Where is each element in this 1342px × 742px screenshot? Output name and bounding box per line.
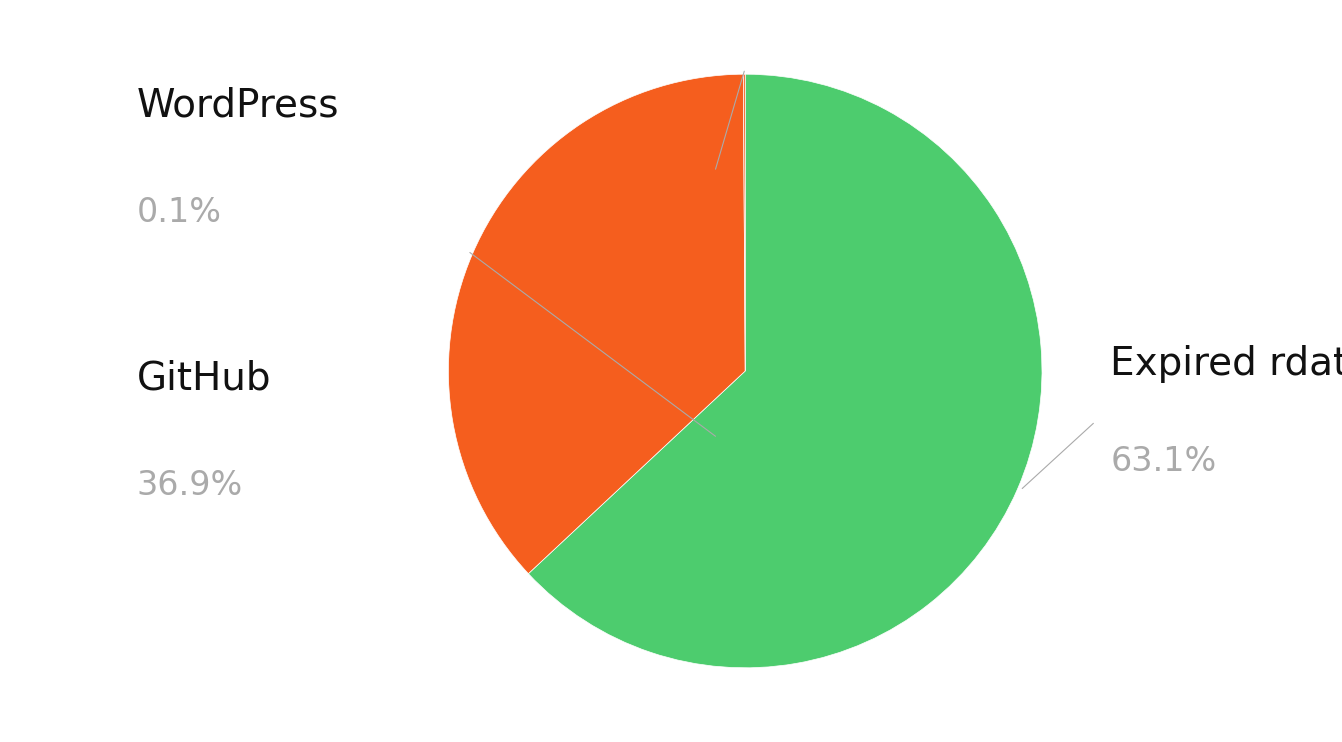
Text: WordPress: WordPress [137, 87, 340, 125]
Wedge shape [529, 74, 1041, 668]
Wedge shape [743, 74, 745, 371]
Text: Expired rdata: Expired rdata [1110, 345, 1342, 383]
Text: 0.1%: 0.1% [137, 196, 221, 229]
Text: 63.1%: 63.1% [1110, 445, 1216, 478]
Text: 36.9%: 36.9% [137, 469, 243, 502]
Wedge shape [448, 74, 745, 574]
Text: GitHub: GitHub [137, 360, 271, 398]
